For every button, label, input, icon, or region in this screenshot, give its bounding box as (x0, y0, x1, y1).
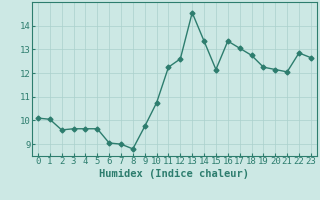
X-axis label: Humidex (Indice chaleur): Humidex (Indice chaleur) (100, 169, 249, 179)
